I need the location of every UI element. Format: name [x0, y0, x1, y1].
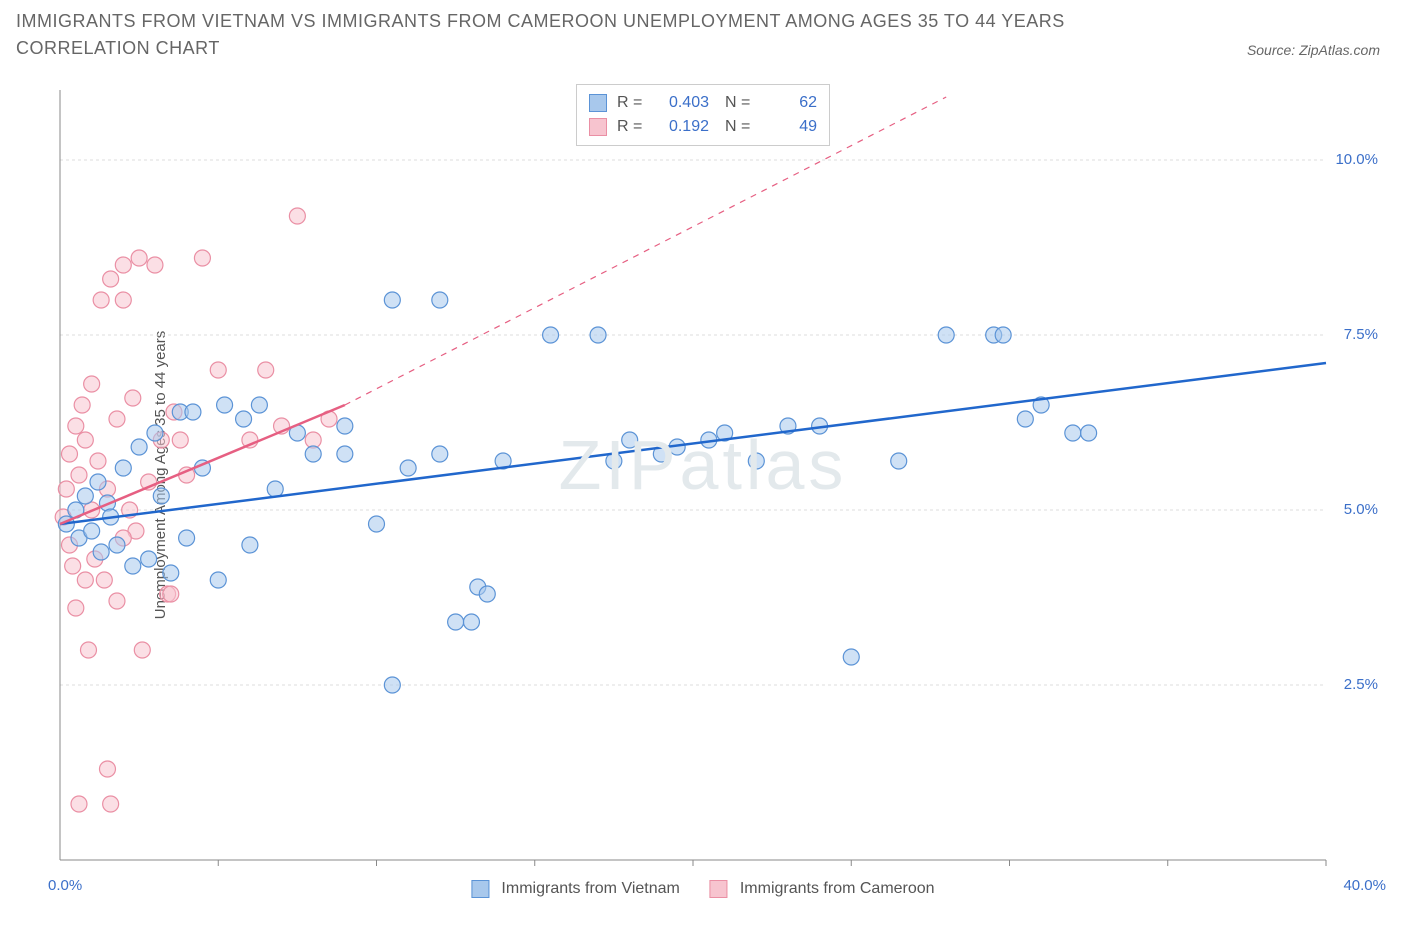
stats-row-pink: R = 0.192 N = 49	[589, 115, 817, 139]
r-label: R =	[617, 91, 647, 115]
n-value-pink: 49	[761, 115, 817, 139]
n-label: N =	[725, 91, 755, 115]
legend-item-cameroon: Immigrants from Cameroon	[710, 880, 935, 898]
x-axis-min-label: 0.0%	[48, 877, 82, 894]
swatch-blue-icon	[471, 880, 489, 898]
legend-label-cameroon: Immigrants from Cameroon	[740, 880, 935, 898]
stats-row-blue: R = 0.403 N = 62	[589, 91, 817, 115]
n-value-blue: 62	[761, 91, 817, 115]
y-tick-label: 7.5%	[1344, 326, 1378, 343]
legend-item-vietnam: Immigrants from Vietnam	[471, 880, 679, 898]
r-value-blue: 0.403	[653, 91, 709, 115]
scatter-plot-svg	[50, 80, 1386, 870]
swatch-pink-icon	[710, 880, 728, 898]
legend-label-vietnam: Immigrants from Vietnam	[501, 880, 679, 898]
x-axis-max-label: 40.0%	[1343, 877, 1386, 894]
series-legend: Immigrants from Vietnam Immigrants from …	[471, 880, 934, 898]
source-label: Source: ZipAtlas.com	[1247, 42, 1390, 62]
r-label: R =	[617, 115, 647, 139]
chart-title: IMMIGRANTS FROM VIETNAM VS IMMIGRANTS FR…	[16, 8, 1166, 62]
stats-legend: R = 0.403 N = 62 R = 0.192 N = 49	[576, 84, 830, 146]
y-tick-label: 10.0%	[1335, 151, 1378, 168]
n-label: N =	[725, 115, 755, 139]
y-tick-label: 5.0%	[1344, 501, 1378, 518]
swatch-pink-icon	[589, 118, 607, 136]
y-tick-label: 2.5%	[1344, 676, 1378, 693]
swatch-blue-icon	[589, 94, 607, 112]
r-value-pink: 0.192	[653, 115, 709, 139]
chart-area: Unemployment Among Ages 35 to 44 years	[50, 80, 1386, 870]
